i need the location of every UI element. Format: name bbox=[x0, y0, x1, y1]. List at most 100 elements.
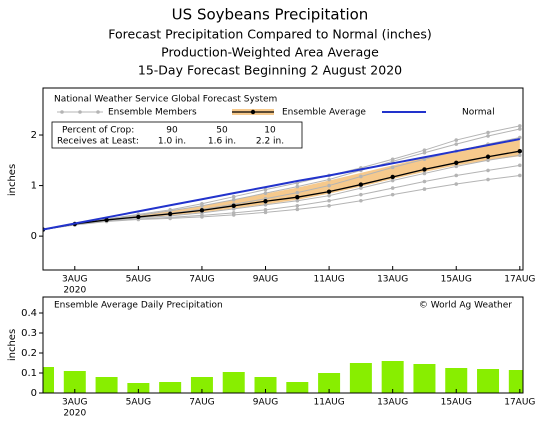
member-dot bbox=[263, 208, 268, 212]
member-dot bbox=[327, 203, 331, 208]
y-tick-label: 2 bbox=[31, 130, 37, 141]
bar bbox=[349, 363, 372, 393]
series-dot bbox=[390, 174, 395, 180]
y-tick-label: 0.1 bbox=[21, 368, 37, 379]
member-dot bbox=[454, 182, 459, 186]
x-tick-label: 7AUG bbox=[189, 398, 214, 408]
subtitle: Production-Weighted Area Average bbox=[161, 45, 379, 60]
member-dot bbox=[518, 173, 522, 178]
x-tick-label: 5AUG bbox=[126, 275, 151, 285]
series-dot bbox=[167, 211, 173, 217]
member-dot bbox=[168, 208, 172, 212]
member-line bbox=[43, 154, 520, 231]
series-dot bbox=[295, 195, 300, 200]
table-cell: 10 bbox=[264, 126, 276, 136]
member-dot bbox=[454, 142, 459, 146]
legend-label: Ensemble Average bbox=[282, 108, 366, 118]
x-tick-label: 17AUG bbox=[504, 398, 535, 408]
member-dot bbox=[486, 177, 490, 182]
y-tick-label: 1 bbox=[31, 181, 37, 192]
y-tick-label: 0.3 bbox=[21, 328, 37, 339]
member-dot bbox=[422, 171, 427, 176]
member-dot bbox=[390, 186, 395, 190]
table-box bbox=[51, 121, 303, 149]
table-cell: 1.0 in. bbox=[158, 137, 186, 147]
member-dot bbox=[231, 194, 236, 199]
bar bbox=[445, 368, 468, 393]
member-dot bbox=[454, 138, 459, 142]
x-tick-label: 3AUG bbox=[62, 398, 87, 408]
member-dot bbox=[263, 202, 268, 207]
series-dot bbox=[104, 217, 109, 223]
member-line bbox=[43, 174, 520, 231]
subtitle: 15-Day Forecast Beginning 2 August 2020 bbox=[138, 63, 402, 78]
series-dot bbox=[263, 199, 268, 204]
x-tick-label: 9AUG bbox=[253, 398, 278, 408]
bar bbox=[508, 370, 523, 393]
member-dot bbox=[327, 198, 331, 203]
series-line bbox=[43, 138, 521, 231]
bar bbox=[413, 364, 436, 393]
member-line bbox=[43, 164, 520, 231]
member-dot bbox=[486, 130, 490, 135]
table-cell: 1.6 in. bbox=[208, 137, 236, 147]
panel-title: Ensemble Average Daily Precipitation bbox=[54, 301, 223, 311]
bar bbox=[95, 377, 118, 393]
plot-area bbox=[43, 361, 523, 393]
series-dot bbox=[454, 160, 459, 166]
member-dot bbox=[231, 213, 236, 217]
member-dot bbox=[422, 150, 427, 155]
legend-label: Ensemble Members bbox=[108, 108, 197, 118]
member-dot bbox=[518, 127, 522, 131]
member-dot bbox=[359, 186, 363, 190]
source-note: National Weather Service Global Forecast… bbox=[54, 95, 277, 105]
member-dot bbox=[486, 158, 490, 163]
bar bbox=[254, 377, 277, 393]
member-dot bbox=[454, 173, 459, 178]
subtitle: Forecast Precipitation Compared to Norma… bbox=[108, 27, 431, 42]
bar bbox=[222, 372, 245, 393]
member-dot bbox=[359, 192, 363, 197]
series-dot bbox=[326, 189, 332, 194]
series-dot bbox=[231, 203, 236, 208]
member-dot bbox=[422, 179, 427, 184]
member-dot bbox=[518, 163, 522, 168]
chart-title: US Soybeans Precipitation bbox=[172, 6, 369, 24]
member-dot bbox=[359, 174, 363, 179]
plot-area bbox=[43, 124, 523, 232]
member-dot bbox=[263, 210, 268, 215]
legend-swatch bbox=[60, 110, 64, 114]
member-dot bbox=[295, 203, 300, 208]
plot-frame bbox=[42, 87, 524, 271]
member-dot bbox=[518, 124, 522, 128]
table-cell: 2.2 in. bbox=[256, 137, 284, 147]
bar bbox=[318, 373, 341, 393]
member-dot bbox=[518, 153, 522, 158]
x-tick-label: 7AUG bbox=[189, 275, 214, 285]
table-cell: 90 bbox=[166, 126, 178, 136]
member-dot bbox=[295, 207, 300, 212]
x-tick-label: 5AUG bbox=[126, 398, 151, 408]
x-tick-label: 9AUG bbox=[253, 275, 278, 285]
member-dot bbox=[486, 134, 490, 138]
member-dot bbox=[263, 187, 268, 192]
member-dot bbox=[390, 165, 395, 170]
member-dot bbox=[454, 164, 459, 169]
member-line bbox=[43, 128, 520, 231]
member-dot bbox=[390, 192, 395, 197]
y-axis-label: inches bbox=[7, 329, 18, 361]
table-cell: 50 bbox=[216, 126, 228, 136]
x-sublabel: 2020 bbox=[63, 286, 86, 296]
bar bbox=[190, 377, 213, 393]
x-tick-label: 15AUG bbox=[441, 398, 472, 408]
legend: Ensemble Members Ensemble Average Normal Pe… bbox=[51, 108, 495, 149]
bar bbox=[381, 361, 404, 393]
plot-frame bbox=[42, 296, 524, 394]
x-tick-label: 11AUG bbox=[314, 398, 345, 408]
y-tick-label: 0 bbox=[31, 231, 37, 242]
bar bbox=[477, 369, 500, 393]
legend-swatch bbox=[250, 109, 256, 115]
member-dot bbox=[486, 168, 490, 173]
series-dot bbox=[485, 154, 491, 159]
member-dot bbox=[327, 177, 331, 182]
